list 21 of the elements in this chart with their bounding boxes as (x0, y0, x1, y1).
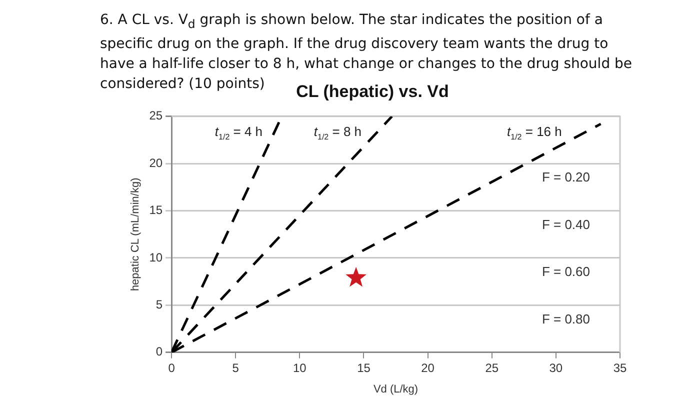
x-tick-label: 30 (549, 360, 563, 375)
x-tick-label: 35 (613, 360, 627, 375)
x-tick-label: 20 (421, 360, 435, 375)
annotation: F = 0.20 (542, 170, 590, 185)
y-tick-label: 10 (149, 250, 163, 264)
y-axis-title: hepatic CL (mL/min/kg) (130, 178, 142, 292)
annotation: F = 0.40 (542, 216, 590, 232)
x-axis-title: Vd (L/kg) (373, 383, 418, 396)
y-tick-label: 20 (149, 156, 163, 170)
y-tick-label: 5 (156, 298, 163, 312)
chart-title: CL (hepatic) vs. Vd (296, 82, 449, 101)
annotation: F = 0.60 (542, 264, 590, 280)
y-tick-label: 0 (156, 344, 163, 359)
x-tick-label: 15 (357, 360, 371, 375)
y-tick-label: 25 (149, 108, 163, 123)
annotation: F = 0.80 (542, 311, 590, 326)
x-tick-label: 25 (485, 360, 499, 375)
y-tick-label: 15 (149, 203, 163, 218)
x-tick-label: 0 (168, 360, 176, 375)
x-tick-label: 10 (292, 360, 307, 375)
x-tick-label: 5 (232, 360, 240, 375)
